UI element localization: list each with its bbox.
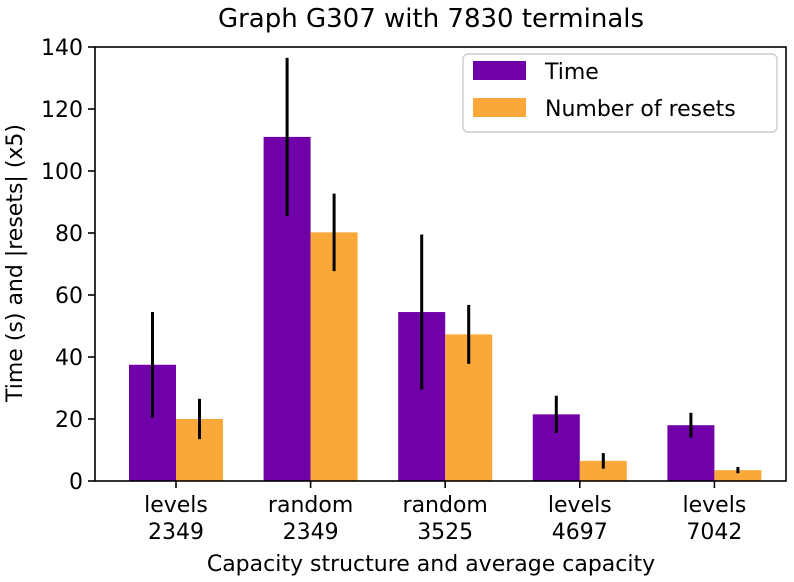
y-axis-label: Time (s) and |resets| (x5) [3, 124, 28, 403]
y-tick-label: 20 [55, 408, 83, 433]
x-tick-label-line1: levels [548, 493, 612, 518]
y-tick-label: 0 [69, 470, 83, 495]
x-tick-label-line1: levels [144, 493, 208, 518]
bar-number-of-resets-1 [310, 232, 358, 481]
x-tick-label-line2: 7042 [686, 520, 742, 545]
plot-area [129, 57, 762, 481]
legend-label-number-of-resets: Number of resets [545, 97, 736, 122]
x-tick-label-line2: 4697 [552, 520, 608, 545]
y-tick-label: 120 [41, 98, 83, 123]
y-tick-label: 140 [41, 36, 83, 61]
bar-number-of-resets-4 [714, 470, 762, 481]
x-tick-label-line1: levels [683, 493, 747, 518]
x-tick-label-line2: 3525 [417, 520, 473, 545]
y-tick-label: 60 [55, 284, 83, 309]
legend: Time Number of resets [462, 53, 778, 133]
x-tick-label-line2: 2349 [148, 520, 204, 545]
legend-label-time: Time [544, 60, 599, 85]
bar-number-of-resets-3 [579, 460, 627, 481]
x-tick-label-line1: random [268, 493, 353, 518]
axes: 020406080100120140levels2349random2349ra… [41, 36, 787, 545]
y-tick-label: 40 [55, 346, 83, 371]
axes-frame [94, 46, 787, 482]
legend-swatch-time [473, 61, 526, 80]
legend-swatch-number-of-resets [473, 98, 526, 117]
x-tick-label-line2: 2349 [283, 520, 339, 545]
x-tick-label-line1: random [403, 493, 488, 518]
y-tick-label: 100 [41, 160, 83, 185]
legend-box [462, 53, 778, 133]
x-axis-label: Capacity structure and average capacity [207, 552, 655, 577]
chart-title: Graph G307 with 7830 terminals [218, 4, 644, 34]
y-tick-label: 80 [55, 222, 83, 247]
